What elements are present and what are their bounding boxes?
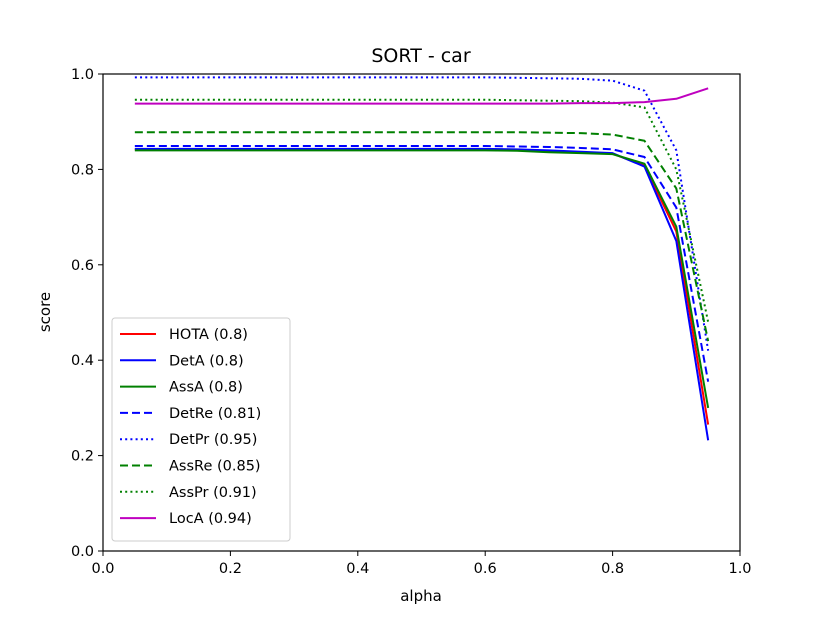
legend-label: AssPr (0.91) [169, 485, 257, 501]
x-tick-label: 0.8 [601, 561, 624, 577]
y-tick-label: 0.2 [71, 449, 94, 465]
y-tick-label: 1.0 [71, 67, 94, 83]
legend-label: DetRe (0.81) [169, 406, 261, 422]
x-tick-label: 0.6 [474, 561, 497, 577]
legend-label: AssA (0.8) [169, 380, 243, 396]
y-axis-label: score [36, 292, 54, 332]
x-tick-label: 0.2 [219, 561, 242, 577]
y-tick-label: 0.6 [71, 258, 94, 274]
y-tick-label: 0.0 [71, 544, 94, 560]
legend-box [111, 317, 291, 542]
series-line-assa [134, 149, 710, 409]
x-tick-label: 1.0 [728, 561, 751, 577]
x-axis-label: alpha [400, 587, 442, 605]
series-line-asspr [134, 98, 710, 323]
series-line-detpr [134, 76, 710, 351]
chart-title: SORT - car [371, 45, 470, 67]
y-tick-label: 0.8 [71, 162, 94, 178]
y-axis-ticks: 0.0 0.2 0.4 0.6 0.8 1.0 [71, 67, 103, 560]
series-layer [134, 76, 710, 441]
legend: HOTA (0.8) DetA (0.8) AssA (0.8) DetRe (0.8… [111, 317, 291, 542]
y-tick-label: 0.4 [71, 353, 94, 369]
legend-label: HOTA (0.8) [169, 327, 248, 343]
legend-label: DetA (0.8) [169, 353, 244, 369]
legend-label: DetPr (0.95) [169, 432, 257, 448]
x-axis-ticks: 0.0 0.2 0.4 0.6 0.8 1.0 [91, 551, 752, 577]
series-line-loca [134, 87, 709, 105]
legend-label: LocA (0.94) [169, 511, 252, 527]
x-tick-label: 0.0 [91, 561, 114, 577]
x-tick-label: 0.4 [346, 561, 369, 577]
plot-frame [102, 73, 741, 552]
legend-label: AssRe (0.85) [169, 459, 261, 475]
